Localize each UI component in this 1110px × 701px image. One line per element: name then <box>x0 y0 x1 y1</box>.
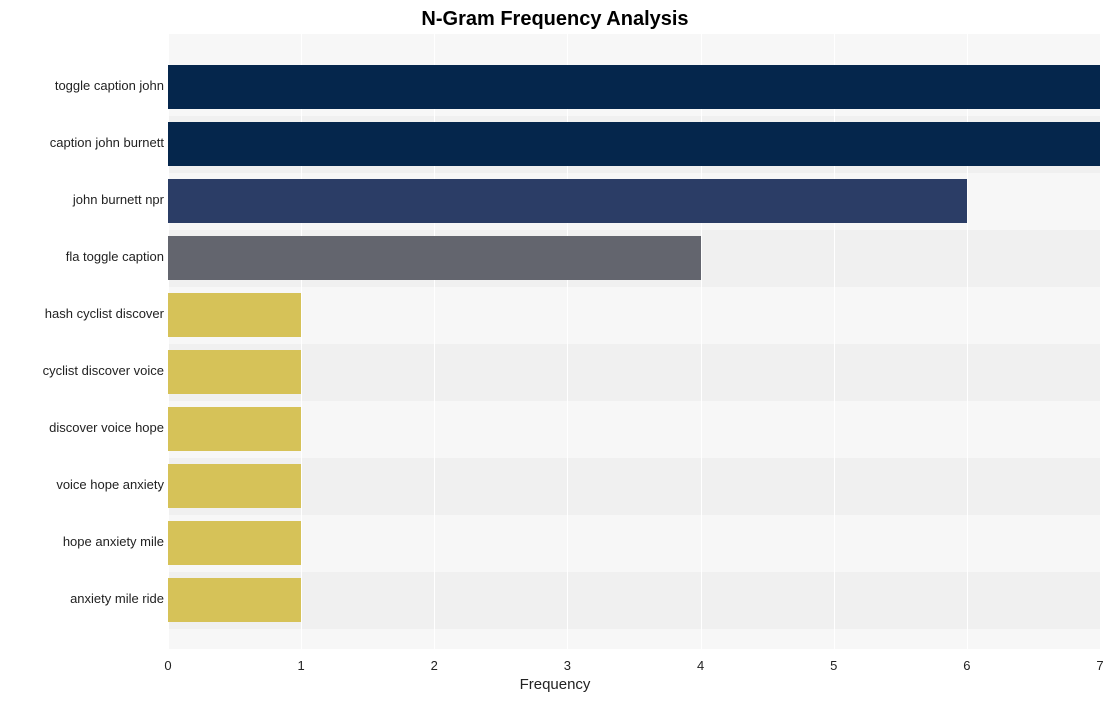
bar <box>168 179 967 223</box>
x-tick-label: 3 <box>564 658 571 673</box>
bar <box>168 293 301 337</box>
y-tick-label: fla toggle caption <box>4 249 164 264</box>
x-axis-title: Frequency <box>0 676 1110 693</box>
y-tick-label: voice hope anxiety <box>4 477 164 492</box>
y-tick-label: cyclist discover voice <box>4 363 164 378</box>
plot-band <box>168 287 1100 344</box>
ngram-frequency-chart: N-Gram Frequency Analysis toggle caption… <box>0 0 1110 701</box>
y-tick-label: anxiety mile ride <box>4 591 164 606</box>
x-tick-label: 4 <box>697 658 704 673</box>
bar <box>168 236 701 280</box>
bar <box>168 65 1100 109</box>
plot-band <box>168 629 1100 650</box>
bar <box>168 464 301 508</box>
x-tick-label: 2 <box>431 658 438 673</box>
x-tick-label: 0 <box>164 658 171 673</box>
x-tick-label: 6 <box>963 658 970 673</box>
plot-area <box>168 34 1100 649</box>
plot-band <box>168 344 1100 401</box>
y-tick-label: toggle caption john <box>4 78 164 93</box>
y-tick-label: hash cyclist discover <box>4 306 164 321</box>
y-tick-label: caption john burnett <box>4 135 164 150</box>
grid-line <box>1100 34 1101 649</box>
y-tick-label: john burnett npr <box>4 192 164 207</box>
plot-band <box>168 515 1100 572</box>
bar <box>168 407 301 451</box>
y-tick-label: discover voice hope <box>4 420 164 435</box>
x-tick-label: 5 <box>830 658 837 673</box>
bar <box>168 350 301 394</box>
bar <box>168 521 301 565</box>
chart-title: N-Gram Frequency Analysis <box>0 8 1110 31</box>
x-tick-label: 7 <box>1096 658 1103 673</box>
plot-band <box>168 572 1100 629</box>
x-tick-label: 1 <box>298 658 305 673</box>
bar <box>168 578 301 622</box>
y-tick-label: hope anxiety mile <box>4 534 164 549</box>
bar <box>168 122 1100 166</box>
plot-band <box>168 401 1100 458</box>
plot-band <box>168 458 1100 515</box>
